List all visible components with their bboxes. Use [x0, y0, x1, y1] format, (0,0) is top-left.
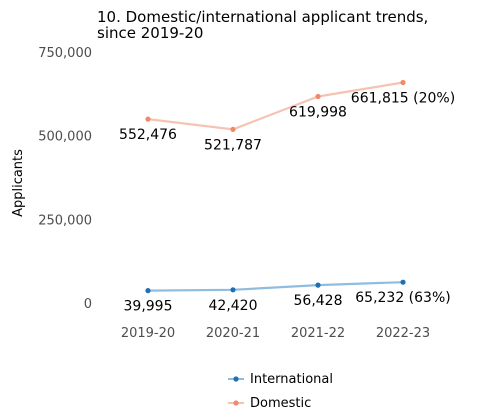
x-tick-label: 2021-22: [291, 326, 345, 341]
chart-title: 10. Domestic/international applicant tre…: [97, 8, 428, 42]
x-tick-label: 2020-21: [206, 326, 260, 341]
data-label: 56,428: [294, 293, 343, 309]
data-label: 42,420: [209, 298, 258, 314]
data-point: [315, 282, 321, 288]
data-label: 552,476: [119, 127, 177, 143]
legend-marker: [233, 400, 239, 406]
legend-label: International: [250, 372, 333, 387]
legend-item-international: International: [228, 372, 333, 387]
chart-title-line: 10. Domestic/international applicant tre…: [97, 8, 428, 26]
data-point: [230, 126, 236, 132]
data-label: 661,815 (20%): [351, 91, 455, 107]
series-line: [147, 81, 404, 131]
data-point: [315, 93, 321, 100]
data-label: 619,998: [289, 105, 347, 121]
y-tick-label: 500,000: [38, 130, 92, 145]
x-axis-ticks: 2019-20 2020-21 2021-22 2022-23: [121, 326, 430, 341]
legend-item-domestic: Domestic: [228, 396, 311, 411]
data-point: [145, 116, 151, 122]
data-point: [230, 287, 236, 293]
data-point: [400, 279, 406, 285]
series-layer: 39,995 42,420 56,428 65,232 (63%) 552,476 521…: [119, 79, 455, 315]
series-international: 39,995 42,420 56,428 65,232 (63%): [124, 279, 451, 315]
legend-label: Domestic: [250, 396, 311, 411]
data-point: [400, 79, 406, 86]
y-tick-label: 250,000: [38, 213, 92, 228]
legend: International Domestic: [228, 372, 333, 411]
series-line: [147, 281, 404, 292]
data-label: 521,787: [204, 137, 262, 153]
y-tick-label: 750,000: [38, 46, 92, 61]
y-axis-label: Applicants: [11, 149, 26, 217]
data-point: [145, 288, 151, 294]
legend-marker: [233, 376, 239, 382]
y-tick-label: 0: [84, 297, 92, 312]
y-axis-ticks: 0 250,000 500,000 750,000: [38, 46, 92, 312]
data-label: 65,232 (63%): [355, 290, 450, 306]
x-tick-label: 2019-20: [121, 326, 175, 341]
x-tick-label: 2022-23: [376, 326, 430, 341]
data-label: 39,995: [124, 299, 173, 315]
chart-title-line: since 2019-20: [97, 24, 203, 42]
